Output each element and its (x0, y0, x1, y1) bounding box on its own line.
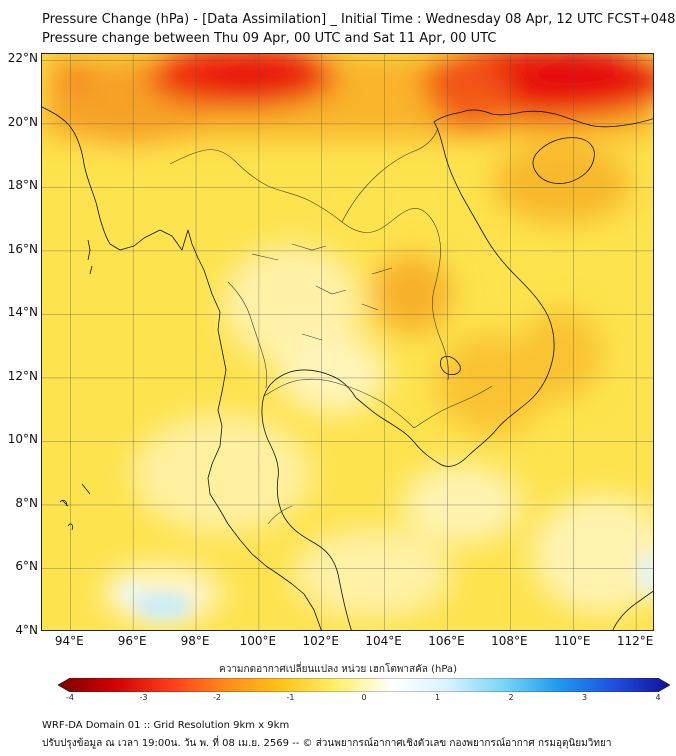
lon-tick-label: 96°E (117, 634, 147, 648)
lon-tick-label: 102°E (302, 634, 340, 648)
colorbar-tick-label: 4 (655, 693, 661, 702)
colorbar-tick-label: -4 (66, 693, 74, 702)
lat-tick-label: 12°N (7, 368, 38, 383)
lon-tick-label: 108°E (491, 634, 528, 648)
graticule (42, 54, 653, 630)
lat-tick-label: 20°N (7, 114, 38, 129)
chart-title: Pressure Change (hPa) - [Data Assimilati… (42, 12, 676, 27)
lat-tick-label: 4°N (15, 623, 38, 637)
colorbar-tick-label: 2 (508, 693, 514, 702)
lat-tick-label: 8°N (15, 495, 38, 510)
pressure-change-map (42, 54, 653, 630)
lon-tick-label: 104°E (365, 634, 402, 648)
lon-tick-label: 100°E (239, 634, 277, 648)
lon-tick-label: 98°E (180, 634, 210, 648)
map-panel (41, 53, 654, 631)
colorbar-tick-label: -3 (139, 693, 148, 702)
lon-tick-label: 94°E (54, 634, 84, 648)
footer-credit: ปรับปรุงข้อมูล ณ เวลา 19:00น. วัน พ. ที่… (42, 738, 612, 749)
chart-subtitle: Pressure change between Thu 09 Apr, 00 U… (42, 31, 497, 46)
footer-model-info: WRF-DA Domain 01 :: Grid Resolution 9km … (42, 720, 290, 731)
lon-tick-label: 112°E (616, 634, 654, 648)
colorbar-tick-label: -2 (213, 693, 221, 702)
lat-tick-label: 6°N (15, 559, 38, 574)
lon-tick-label: 106°E (428, 634, 465, 648)
country-borders (169, 127, 493, 525)
lat-tick-label: 10°N (7, 432, 38, 447)
lat-tick-label: 18°N (7, 178, 38, 193)
coastlines (42, 106, 653, 630)
lat-tick-label: 14°N (7, 305, 38, 320)
positive-change-patch (118, 550, 653, 620)
colorbar-tick-label: 0 (361, 693, 367, 702)
colorbar-title: ความกดอากาศเปลี่ยนแปลง หน่วย เฮกโตพาสคัล… (219, 664, 457, 675)
colorbar-tick-label: 3 (581, 693, 588, 702)
colorbar-gradient (58, 678, 670, 692)
colorbar-tick-label: 1 (434, 693, 441, 702)
lat-tick-label: 16°N (7, 241, 38, 256)
field-shading (42, 54, 653, 624)
colorbar (58, 678, 670, 692)
colorbar-tick-label: -1 (286, 693, 295, 702)
lat-tick-label: 22°N (7, 51, 38, 66)
lon-tick-label: 110°E (554, 634, 591, 648)
